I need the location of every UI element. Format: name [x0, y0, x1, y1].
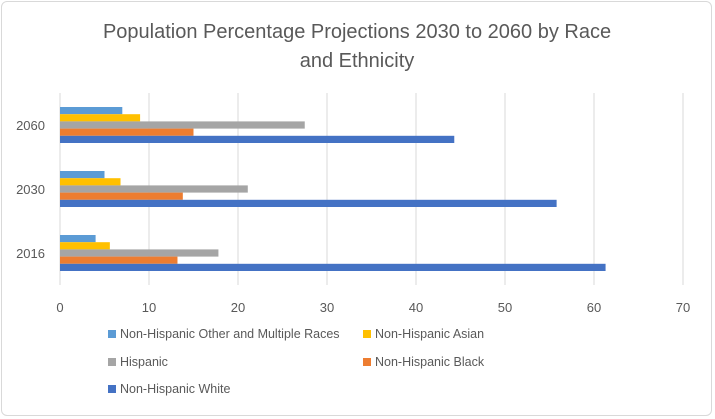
bar-non-hispanic-other-and-multiple-races-2016 — [60, 235, 96, 243]
bar-hispanic-2060 — [60, 121, 305, 129]
y-tick-label-2030: 2030 — [16, 182, 45, 197]
bars-group — [60, 107, 606, 271]
legend-swatch — [363, 330, 371, 338]
bar-non-hispanic-other-and-multiple-races-2060 — [60, 107, 123, 115]
y-axis-ticks: 2016 2030 2060 — [16, 118, 45, 261]
bar-non-hispanic-asian-2016 — [60, 242, 110, 250]
legend: Non-Hispanic Other and Multiple Races Non… — [108, 327, 485, 396]
legend-label: Hispanic — [120, 355, 168, 369]
y-tick-label-2016: 2016 — [16, 246, 45, 261]
bar-non-hispanic-white-2060 — [60, 135, 455, 143]
x-tick-label: 70 — [676, 300, 690, 315]
bar-non-hispanic-black-2030 — [60, 192, 183, 200]
bar-non-hispanic-white-2030 — [60, 199, 557, 207]
chart-title-line-2: and Ethnicity — [300, 50, 415, 72]
x-tick-label: 50 — [498, 300, 512, 315]
legend-swatch — [108, 358, 116, 366]
legend-swatch — [363, 358, 371, 366]
x-tick-label: 10 — [142, 300, 156, 315]
x-tick-label: 60 — [587, 300, 601, 315]
bar-non-hispanic-black-2016 — [60, 256, 178, 264]
y-tick-label-2060: 2060 — [16, 118, 45, 133]
legend-swatch — [108, 385, 116, 393]
bar-non-hispanic-other-and-multiple-races-2030 — [60, 171, 105, 179]
legend-label: Non-Hispanic Asian — [375, 327, 484, 341]
bar-non-hispanic-white-2016 — [60, 263, 606, 271]
x-tick-label: 40 — [409, 300, 423, 315]
bar-non-hispanic-asian-2060 — [60, 114, 141, 122]
bar-non-hispanic-black-2060 — [60, 128, 194, 136]
x-tick-label: 30 — [320, 300, 334, 315]
x-tick-label: 0 — [56, 300, 63, 315]
legend-label: Non-Hispanic Other and Multiple Races — [120, 327, 340, 341]
bar-hispanic-2030 — [60, 185, 248, 193]
legend-label: Non-Hispanic Black — [375, 355, 485, 369]
x-tick-label: 20 — [231, 300, 245, 315]
bar-non-hispanic-asian-2030 — [60, 178, 121, 186]
legend-label: Non-Hispanic White — [120, 382, 231, 396]
chart-title-line-1: Population Percentage Projections 2030 t… — [103, 21, 611, 43]
x-axis-ticks: 0 10 20 30 40 50 60 70 — [56, 300, 690, 315]
legend-swatch — [108, 330, 116, 338]
bar-hispanic-2016 — [60, 249, 219, 257]
